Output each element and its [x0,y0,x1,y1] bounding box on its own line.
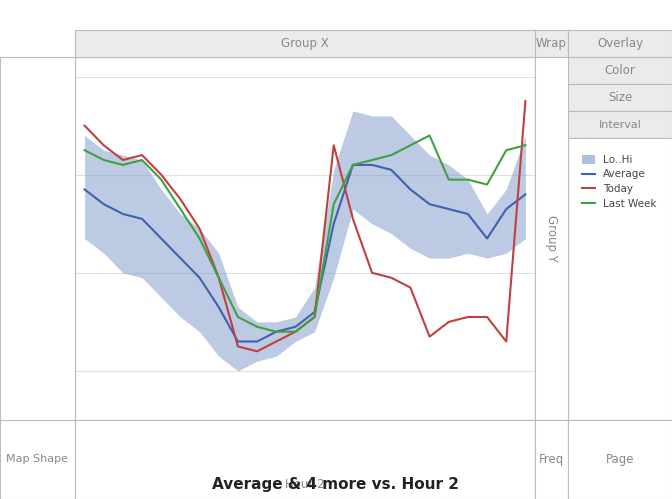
Text: Color: Color [605,64,636,77]
Text: Page: Page [605,453,634,466]
Text: Freq: Freq [539,453,564,466]
Y-axis label: Average & 4 more: Average & 4 more [8,185,21,292]
Text: Overlay: Overlay [597,37,643,50]
Text: Hour 2: Hour 2 [285,478,325,492]
Text: Group X: Group X [281,37,329,50]
Text: Average & 4 more vs. Hour 2: Average & 4 more vs. Hour 2 [212,477,460,492]
Text: Group Y: Group Y [545,215,558,262]
Legend: Lo..Hi, Average, Today, Last Week: Lo..Hi, Average, Today, Last Week [579,152,660,212]
Text: Map Shape: Map Shape [7,455,69,465]
Text: Interval: Interval [599,119,642,130]
Text: Wrap: Wrap [536,37,567,50]
Text: Size: Size [608,91,632,104]
